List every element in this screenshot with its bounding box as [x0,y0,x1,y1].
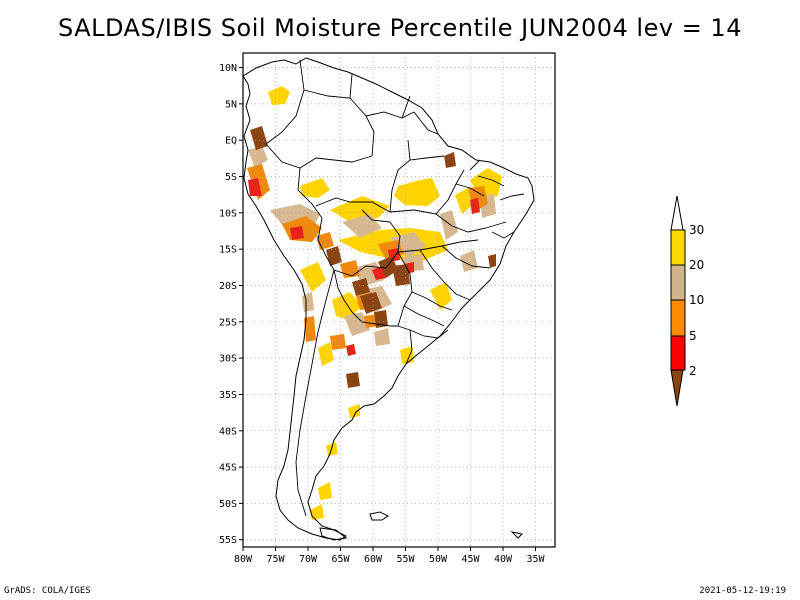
latitude-labels: 10N 5N EQ 5S 10S 15S 20S 25S 30S 35S 40S 45S 50S 55S [219,63,243,546]
colorbar-seg-10 [670,299,686,337]
colorbar-seg-20 [670,264,686,301]
colorbar-label-10: 10 [689,293,704,307]
tierra-del-fuego [319,527,348,541]
patches-below-2 [250,126,496,388]
lon-tick-label: 45W [461,554,480,565]
lat-tick-label: 40S [219,426,237,437]
country-borders [265,59,525,517]
lat-tick-label: 25S [219,317,237,328]
lat-tick-label: 55S [219,535,237,546]
lon-tick-label: 65W [331,554,350,565]
lat-tick-label: 35S [219,390,237,401]
lon-tick-label: 75W [266,554,285,565]
lat-tick-label: 10S [219,208,237,219]
lat-tick-label: 5N [225,99,237,110]
lat-tick-label: 45S [219,463,237,474]
lon-tick-label: 50W [429,554,448,565]
south-america-outline [242,57,535,541]
colorbar-seg-5 [670,335,686,371]
trinidad [510,531,524,539]
colorbar-label-30: 30 [689,223,704,237]
gridlines [242,53,555,547]
colorbar-label-5: 5 [689,329,697,343]
lat-tick-label: 10N [219,63,237,74]
lat-tick-label: 5S [225,172,237,183]
lon-tick-label: 40W [494,554,513,565]
colorbar-top-arrow [670,195,684,231]
colorbar: 30 20 10 5 2 [670,195,704,407]
colorbar-label-2: 2 [689,364,697,378]
soil-moisture-shading [247,86,502,520]
map-title: SALDAS/IBIS Soil Moisture Percentile JUN… [58,14,742,42]
lon-tick-label: 70W [299,554,318,565]
lat-tick-label: EQ [225,136,237,147]
colorbar-bottom-arrow [670,369,684,407]
falklands [369,511,389,521]
lon-tick-label: 80W [234,554,253,565]
footer-timestamp: 2021-05-12-19:19 [699,586,786,596]
map-frame [242,52,556,548]
colorbar-seg-30 [670,229,686,266]
lon-tick-label: 55W [396,554,415,565]
longitude-labels: 80W 75W 70W 65W 60W 55W 50W 45W 40W 35W [234,547,546,565]
footer-credit: GrADS: COLA/IGES [4,586,91,596]
lat-tick-label: 30S [219,354,237,365]
lon-tick-label: 35W [526,554,545,565]
lon-tick-label: 60W [364,554,383,565]
lat-tick-label: 20S [219,281,237,292]
coastline [242,57,535,541]
lat-tick-label: 50S [219,499,237,510]
colorbar-label-20: 20 [689,258,704,272]
lat-tick-label: 15S [219,245,237,256]
